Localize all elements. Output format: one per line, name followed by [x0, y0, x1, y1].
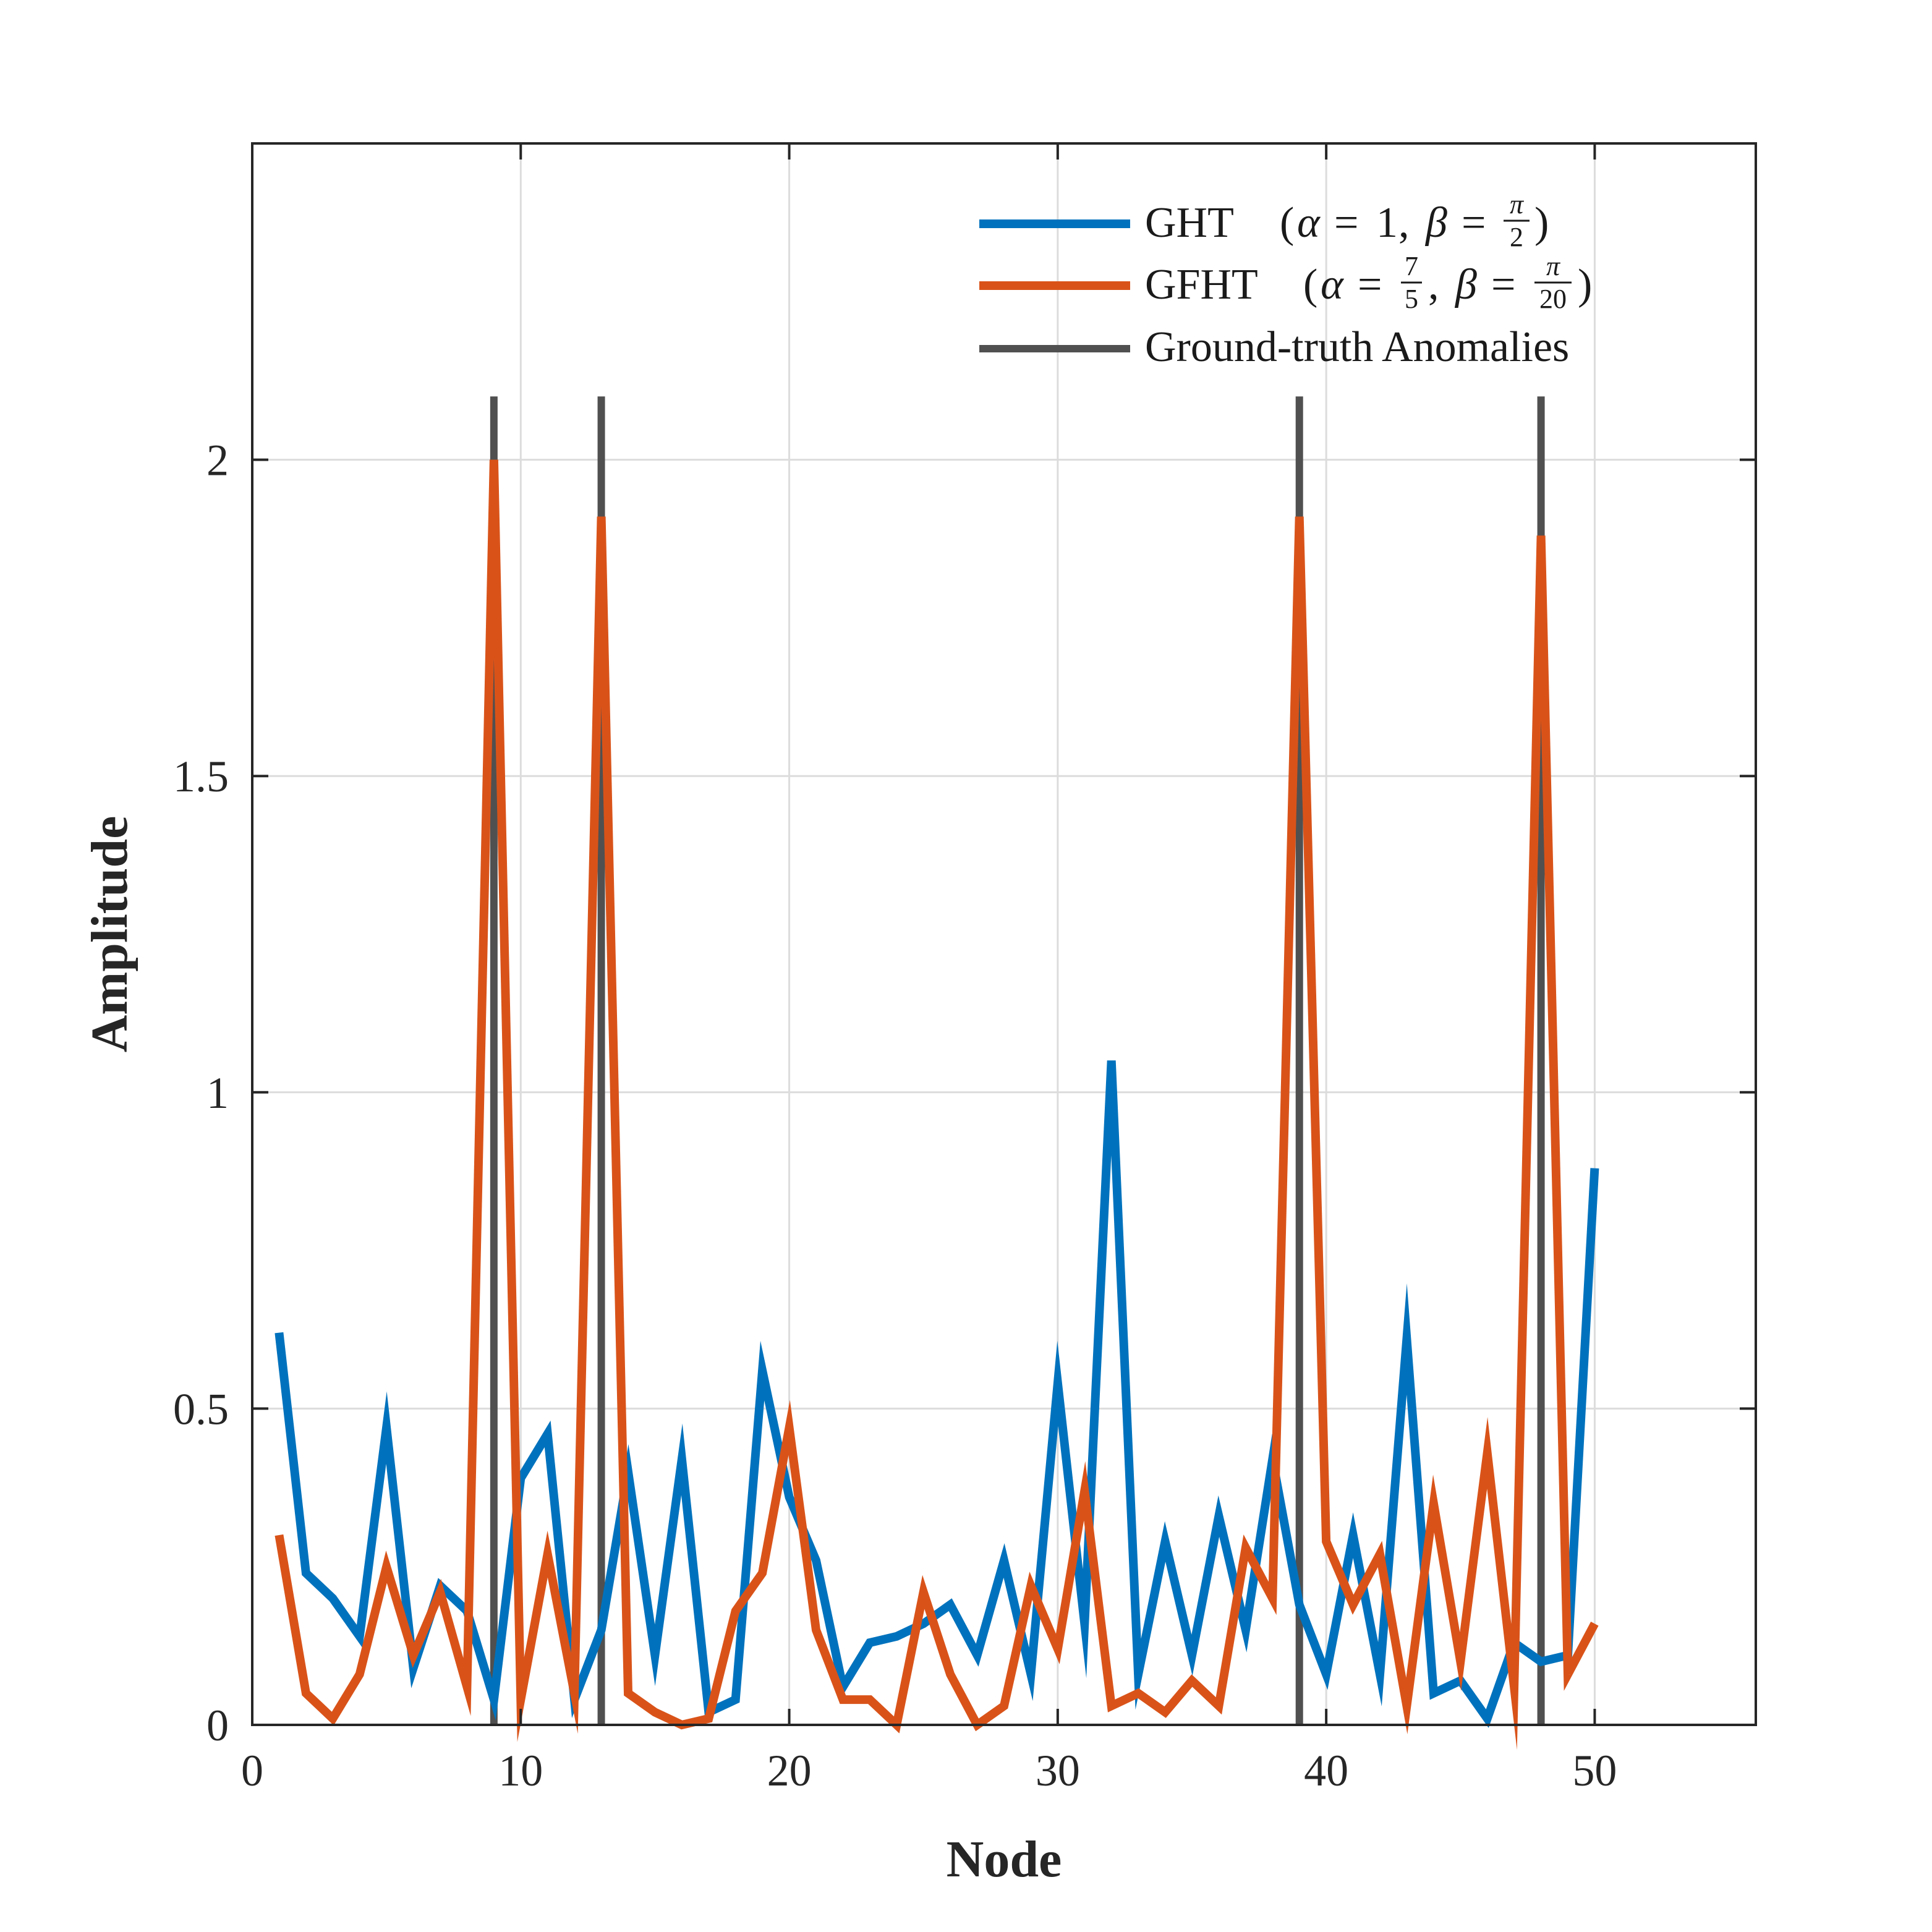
- ticks: [251, 143, 1756, 1726]
- x-tick-label: 0: [241, 1746, 263, 1795]
- legend-gfht-beta-num: π: [1546, 251, 1561, 281]
- series-line-gfht: [274, 459, 1599, 1750]
- legend-gfht-sep: ,: [1428, 261, 1439, 309]
- legend-ght-close: ): [1534, 199, 1549, 247]
- y-tick-label: 0.5: [173, 1384, 229, 1434]
- plot-frame: [251, 142, 1757, 1726]
- legend-gfht-eq-2: =: [1491, 261, 1515, 309]
- legend-gfht-alpha-num: 7: [1405, 251, 1418, 281]
- legend-entry-gfht: GFHT ( α = 7 5 , β = π 20 ): [1145, 251, 1592, 314]
- legend-ght-name: GHT: [1145, 199, 1234, 247]
- legend-gfht-beta-den: 20: [1539, 284, 1567, 314]
- y-axis-title: Amplitude: [81, 816, 138, 1053]
- x-tick-label: 10: [498, 1746, 543, 1795]
- legend-ght-sep: ,: [1398, 199, 1410, 247]
- series-lines: [274, 459, 1599, 1750]
- x-tick-label: 50: [1572, 1746, 1617, 1795]
- legend-gfht-close: ): [1578, 261, 1592, 309]
- legend-entry-ght: GHT ( α = 1 , β = π 2 ): [1145, 189, 1549, 252]
- x-tick-label: 40: [1304, 1746, 1348, 1795]
- legend-gfht-alpha-den: 5: [1405, 284, 1418, 314]
- legend-ght-alpha: α: [1297, 199, 1321, 247]
- legend-anomaly-label: Ground-truth Anomalies: [1145, 323, 1569, 371]
- legend-gfht-alpha: α: [1321, 261, 1344, 309]
- x-axis-title: Node: [947, 1831, 1062, 1888]
- y-tick-label: 0: [206, 1701, 229, 1750]
- tick-labels: 0 10 20 30 40 50 0 0.5 1 1.5 2: [173, 436, 1617, 1795]
- y-tick-label: 1: [206, 1068, 229, 1118]
- legend-ght-alpha-value: 1: [1376, 199, 1398, 247]
- legend-ght-open: (: [1280, 199, 1294, 247]
- legend: GHT ( α = 1 , β = π 2 ) GFHT ( α = 7 5 ,…: [979, 189, 1592, 371]
- legend-gfht-name: GFHT: [1145, 261, 1258, 309]
- legend-gfht-eq: =: [1358, 261, 1382, 309]
- x-tick-label: 30: [1036, 1746, 1080, 1795]
- legend-gfht-beta: β: [1454, 261, 1477, 309]
- y-tick-label: 1.5: [173, 752, 229, 801]
- legend-ght-beta-num: π: [1510, 189, 1525, 219]
- legend-ght-beta-den: 2: [1510, 222, 1523, 252]
- legend-ght-beta: β: [1424, 199, 1447, 247]
- legend-ght-eq-2: =: [1462, 199, 1486, 247]
- y-tick-label: 2: [206, 436, 229, 485]
- legend-gfht-open: (: [1303, 261, 1317, 309]
- x-tick-label: 20: [767, 1746, 812, 1795]
- legend-ght-eq: =: [1334, 199, 1358, 247]
- series-line-ght: [274, 1060, 1599, 1728]
